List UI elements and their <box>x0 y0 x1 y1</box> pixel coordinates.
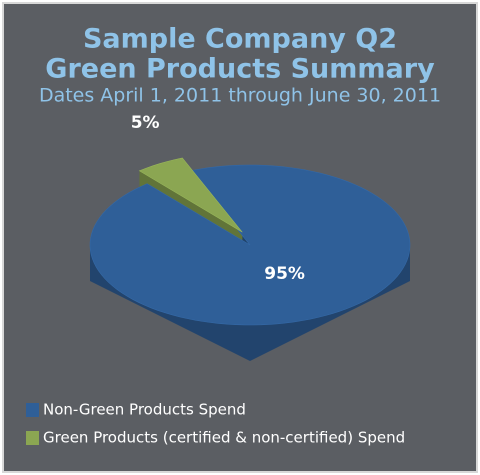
legend-swatch <box>26 403 39 417</box>
chart-title: Sample Company Q2 <box>83 24 397 55</box>
chart-title: Green Products Summary <box>45 54 435 85</box>
legend-label: Non-Green Products Spend <box>43 401 246 419</box>
data-label: 95% <box>264 264 305 284</box>
pie-slice <box>89 164 411 326</box>
pie-slice <box>138 157 243 233</box>
pie-slice-side <box>90 245 410 361</box>
data-label: 5% <box>131 113 160 133</box>
chart-subtitle: Dates April 1, 2011 through June 30, 201… <box>39 85 441 107</box>
legend-swatch <box>26 431 39 445</box>
legend-label: Green Products (certified & non-certifie… <box>43 429 405 447</box>
